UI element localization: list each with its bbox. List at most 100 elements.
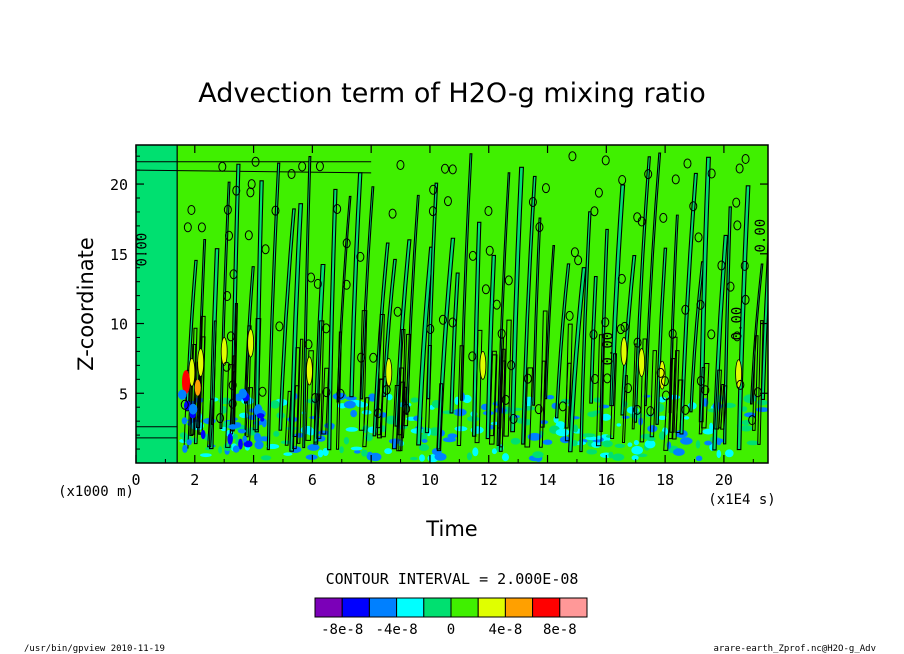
contour-cell <box>283 452 293 456</box>
contour-cell-line <box>564 323 573 442</box>
closed-contour <box>620 321 629 332</box>
contour-cell <box>410 397 419 403</box>
y-tick-label: 10 <box>110 316 128 334</box>
closed-contour <box>707 168 716 179</box>
closed-contour <box>244 230 253 241</box>
contour-cell <box>585 436 599 441</box>
closed-contour <box>726 281 735 292</box>
colorbar: -8e-8 -4e-8 0 4e-8 8e-8 <box>314 597 588 638</box>
contour-cell <box>695 455 703 462</box>
closed-contour <box>402 403 411 414</box>
plot-area: 0.00 0.00 0.00 0.00 <box>135 144 769 464</box>
closed-contour <box>225 230 234 241</box>
contour-cell-line <box>316 320 325 439</box>
closed-contour <box>485 245 494 256</box>
contour-cell <box>756 407 768 413</box>
closed-contour <box>315 161 324 172</box>
closed-contour <box>304 339 313 350</box>
closed-contour <box>429 184 438 195</box>
closed-contour <box>228 380 237 391</box>
closed-contour <box>741 153 750 164</box>
x-tick-label: 4 <box>249 471 258 489</box>
contour-cell-line <box>207 398 215 448</box>
contour-streak <box>544 244 556 400</box>
contour-cell <box>572 424 579 433</box>
footer-right: arare-earth_Zprof.nc@H2O-g_Adv <box>713 644 876 654</box>
contour-streak <box>589 275 598 404</box>
negative-cell <box>238 388 248 399</box>
colorbar-tick-label: -4e-8 <box>376 622 418 638</box>
closed-contour <box>565 310 574 321</box>
closed-contour <box>574 255 583 266</box>
colorbar-swatch <box>341 597 370 618</box>
closed-contour <box>662 390 671 401</box>
closed-contour <box>448 164 457 175</box>
contour-cell-line <box>456 345 465 446</box>
closed-contour <box>683 158 692 169</box>
contour-cell <box>673 448 685 456</box>
contour-cell <box>637 453 648 458</box>
contour-cell-line <box>376 313 385 439</box>
contour-cell <box>410 456 418 461</box>
closed-contour <box>441 163 450 174</box>
closed-contour <box>501 394 510 405</box>
contour-cell <box>716 449 722 459</box>
contour-cell <box>657 396 667 403</box>
y-tick-label: 20 <box>110 176 128 194</box>
contour-streak <box>760 233 768 401</box>
contour-cell <box>350 409 358 418</box>
contour-cell-line <box>668 358 676 440</box>
contour-streak <box>698 156 711 423</box>
contour-cell <box>627 442 633 447</box>
closed-contour <box>509 413 518 424</box>
closed-contour <box>504 275 513 286</box>
closed-contour <box>497 328 506 339</box>
chart-title: Advection term of H2O-g mixing ratio <box>198 78 706 109</box>
contour-streak <box>278 208 296 431</box>
contour-cell <box>218 446 223 454</box>
negative-cell <box>254 440 264 450</box>
closed-contour <box>568 151 577 162</box>
closed-contour <box>535 222 544 233</box>
positive-cell <box>220 337 228 366</box>
contour-cell-line <box>252 318 262 431</box>
colorbar-swatch <box>477 597 506 618</box>
plot-frame <box>135 144 769 464</box>
closed-contour <box>388 208 397 219</box>
closed-contour <box>342 279 351 290</box>
negative-cell <box>260 417 265 422</box>
contour-cell <box>307 444 320 451</box>
positive-cell <box>194 379 201 396</box>
closed-contour <box>696 299 705 310</box>
contour-streak <box>426 182 439 400</box>
contour-cell-line <box>499 360 506 448</box>
contour-cell <box>756 399 768 406</box>
quiet-region <box>136 145 178 463</box>
contour-cell-line <box>284 390 292 446</box>
contour-streak <box>266 162 281 451</box>
contour-cell <box>532 451 544 459</box>
closed-contour <box>271 205 280 216</box>
closed-contour <box>696 375 705 386</box>
closed-contour <box>382 384 391 395</box>
contour-cell-line <box>358 310 368 431</box>
closed-contour <box>218 161 227 172</box>
closed-contour <box>298 161 307 172</box>
x-unit-label: (x1E4 s) <box>708 492 775 508</box>
contour-cell <box>442 437 457 443</box>
contour-cell <box>270 400 280 409</box>
x-tick-label: 12 <box>480 471 498 489</box>
contour-cell <box>280 440 292 445</box>
contour-cell-line <box>292 347 301 438</box>
contour-cell <box>361 449 368 457</box>
positive-cell <box>197 348 205 377</box>
y-axis-label: Z-coordinate <box>74 237 98 371</box>
closed-contour <box>226 331 235 342</box>
positive-cell <box>385 357 393 387</box>
contour-cell <box>472 447 479 457</box>
x-tick-label: 20 <box>715 471 733 489</box>
contour-streak <box>302 156 312 449</box>
contour-cell-line <box>631 343 638 430</box>
colorbar-swatch <box>450 597 479 618</box>
contour-cell <box>546 395 555 400</box>
